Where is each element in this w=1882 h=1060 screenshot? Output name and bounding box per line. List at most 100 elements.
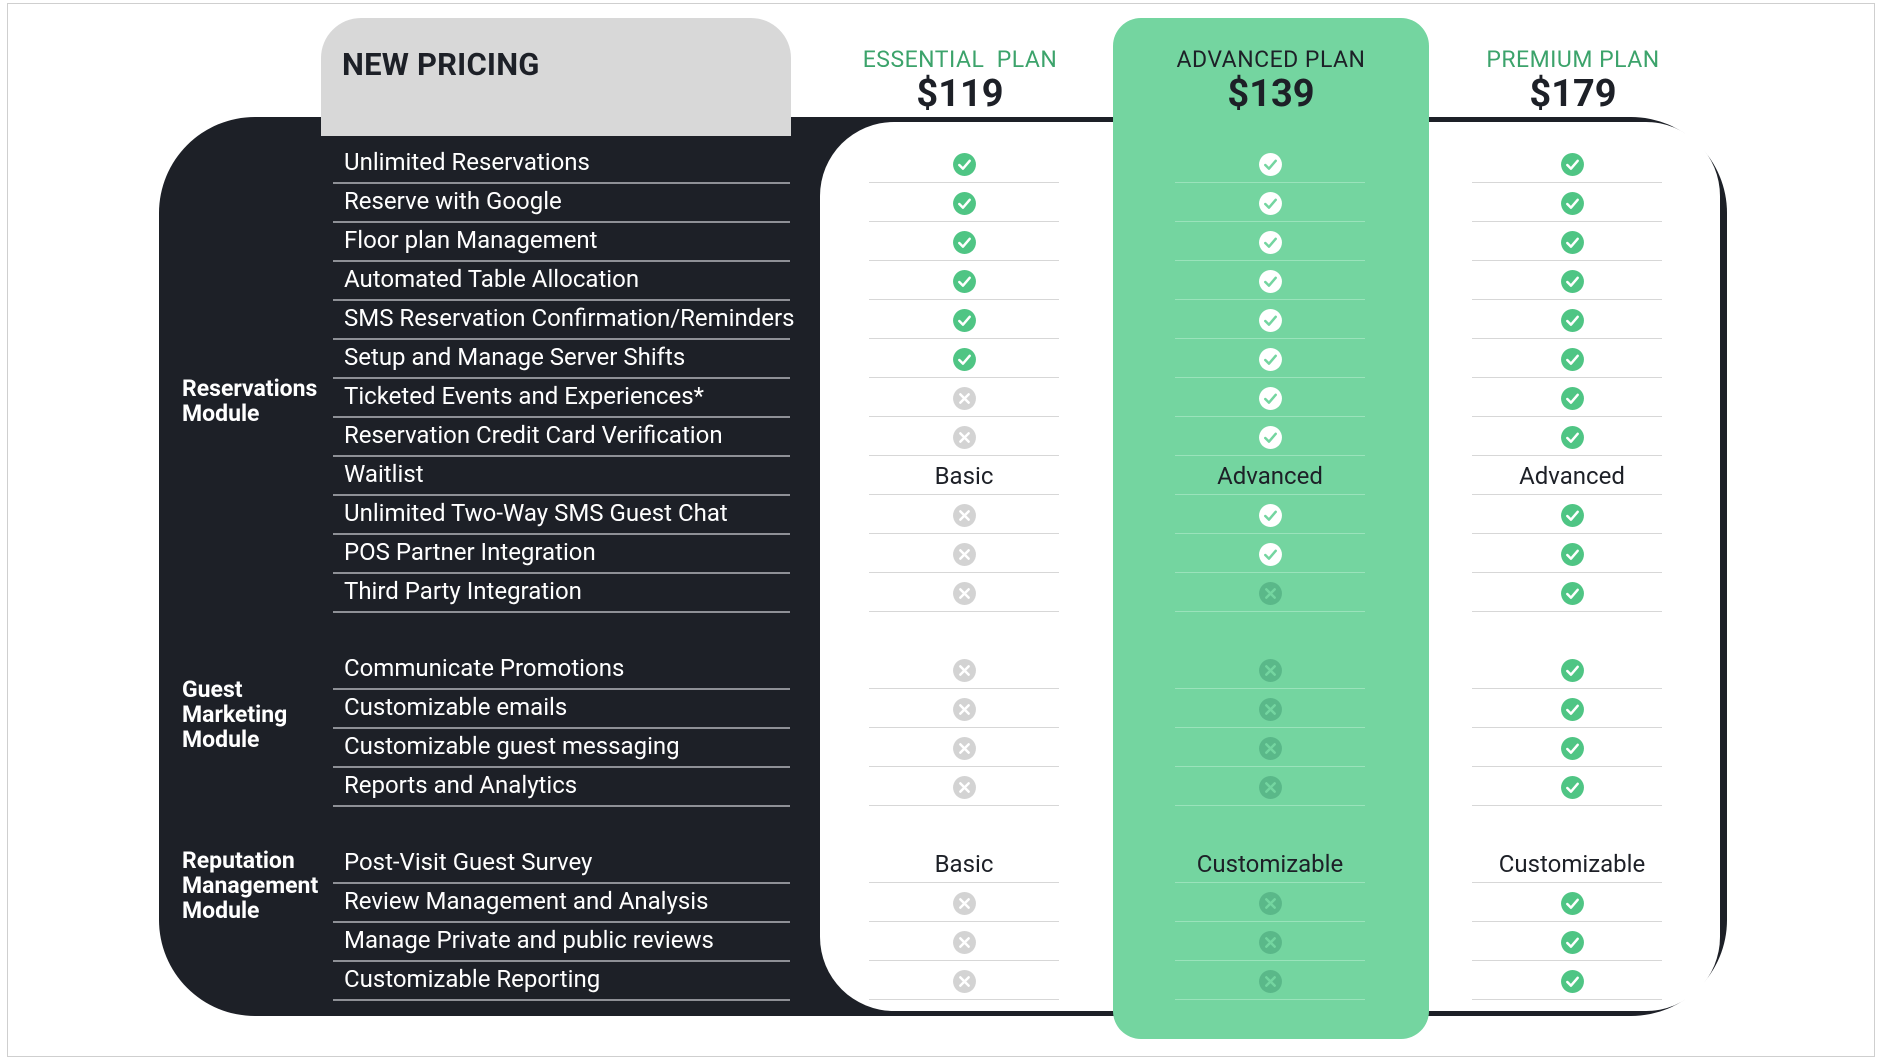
cell-divider — [869, 533, 1059, 534]
check-circle-icon — [1560, 697, 1584, 721]
x-circle-icon — [1258, 736, 1282, 760]
slide-frame — [7, 3, 1875, 1057]
check-circle-icon — [1560, 658, 1584, 682]
cell-divider — [1472, 688, 1662, 689]
x-circle-icon — [1258, 969, 1282, 993]
plan-cell-premium: Advanced — [1519, 462, 1625, 490]
x-circle-icon — [1258, 697, 1282, 721]
row-divider — [333, 960, 790, 962]
cell-divider — [1175, 494, 1365, 495]
page-title: NEW PRICING — [342, 46, 540, 83]
x-circle-icon — [1258, 658, 1282, 682]
plan-cell-advanced — [1170, 537, 1370, 571]
plan-cell-essential — [864, 498, 1064, 532]
plan-cell-essential — [864, 692, 1064, 726]
row-divider — [333, 805, 790, 807]
plan-cell-advanced — [1170, 731, 1370, 765]
x-circle-icon — [952, 581, 976, 605]
check-circle-icon — [1258, 152, 1282, 176]
cell-divider — [869, 960, 1059, 961]
module-label: Guest Marketing Module — [182, 676, 288, 753]
plan-cell-premium — [1472, 186, 1672, 220]
plan-cell-premium — [1472, 147, 1672, 181]
plan-name-premium: PREMIUM PLAN — [1486, 46, 1660, 73]
row-divider — [333, 882, 790, 884]
x-circle-icon — [952, 386, 976, 410]
plan-cell-premium — [1472, 303, 1672, 337]
check-circle-icon — [1560, 736, 1584, 760]
cell-divider — [869, 182, 1059, 183]
cell-divider — [1472, 882, 1662, 883]
row-divider — [333, 377, 790, 379]
cell-divider — [869, 221, 1059, 222]
check-circle-icon — [1258, 230, 1282, 254]
plan-cell-essential — [864, 381, 1064, 415]
cell-divider — [1175, 960, 1365, 961]
cell-divider — [1472, 377, 1662, 378]
cell-divider — [1472, 572, 1662, 573]
plan-cell-advanced — [1170, 342, 1370, 376]
row-divider — [333, 455, 790, 457]
feature-label: Communicate Promotions — [344, 654, 625, 682]
check-circle-icon — [1560, 425, 1584, 449]
plan-cell-essential: Basic — [934, 850, 994, 878]
cell-divider — [869, 921, 1059, 922]
check-circle-icon — [1258, 386, 1282, 410]
x-circle-icon — [1258, 891, 1282, 915]
x-circle-icon — [1258, 775, 1282, 799]
plan-cell-premium — [1472, 731, 1672, 765]
plan-cell-premium — [1472, 886, 1672, 920]
module-label: Reputation Management Module — [182, 847, 319, 924]
cell-divider — [869, 766, 1059, 767]
row-divider — [333, 999, 790, 1001]
cell-divider — [1175, 182, 1365, 183]
cell-divider — [1175, 572, 1365, 573]
new-pricing-tab — [321, 18, 791, 136]
plan-cell-essential — [864, 964, 1064, 998]
x-circle-icon — [952, 658, 976, 682]
plan-cell-premium — [1472, 770, 1672, 804]
cell-divider — [869, 377, 1059, 378]
cell-divider — [869, 260, 1059, 261]
row-divider — [333, 338, 790, 340]
check-circle-icon — [1560, 969, 1584, 993]
feature-label: Customizable guest messaging — [344, 732, 680, 760]
plan-cell-premium — [1472, 381, 1672, 415]
cell-divider — [1472, 533, 1662, 534]
plan-cell-advanced — [1170, 886, 1370, 920]
plan-cell-premium — [1472, 225, 1672, 259]
plan-cell-essential — [864, 537, 1064, 571]
plan-cell-advanced — [1170, 381, 1370, 415]
x-circle-icon — [1258, 930, 1282, 954]
plan-cell-advanced — [1170, 303, 1370, 337]
feature-label: Setup and Manage Server Shifts — [344, 343, 686, 371]
cell-divider — [1472, 611, 1662, 612]
cell-divider — [869, 455, 1059, 456]
cell-divider — [869, 611, 1059, 612]
plan-cell-premium — [1472, 964, 1672, 998]
row-divider — [333, 416, 790, 418]
check-circle-icon — [952, 308, 976, 332]
feature-label: Reserve with Google — [344, 187, 562, 215]
cell-divider — [869, 882, 1059, 883]
check-circle-icon — [952, 347, 976, 371]
feature-label: Automated Table Allocation — [344, 265, 640, 293]
row-divider — [333, 572, 790, 574]
plan-cell-advanced: Advanced — [1217, 462, 1323, 490]
cell-divider — [1472, 221, 1662, 222]
row-divider — [333, 182, 790, 184]
cell-divider — [1175, 882, 1365, 883]
row-divider — [333, 221, 790, 223]
check-circle-icon — [1560, 503, 1584, 527]
check-circle-icon — [1258, 191, 1282, 215]
x-circle-icon — [1258, 581, 1282, 605]
feature-label: Floor plan Management — [344, 226, 598, 254]
cell-divider — [1175, 299, 1365, 300]
module-label: Reservations Module — [182, 375, 318, 427]
feature-label: Unlimited Reservations — [344, 148, 590, 176]
cell-divider — [1472, 805, 1662, 806]
feature-label: POS Partner Integration — [344, 538, 596, 566]
row-divider — [333, 611, 790, 613]
row-divider — [333, 299, 790, 301]
